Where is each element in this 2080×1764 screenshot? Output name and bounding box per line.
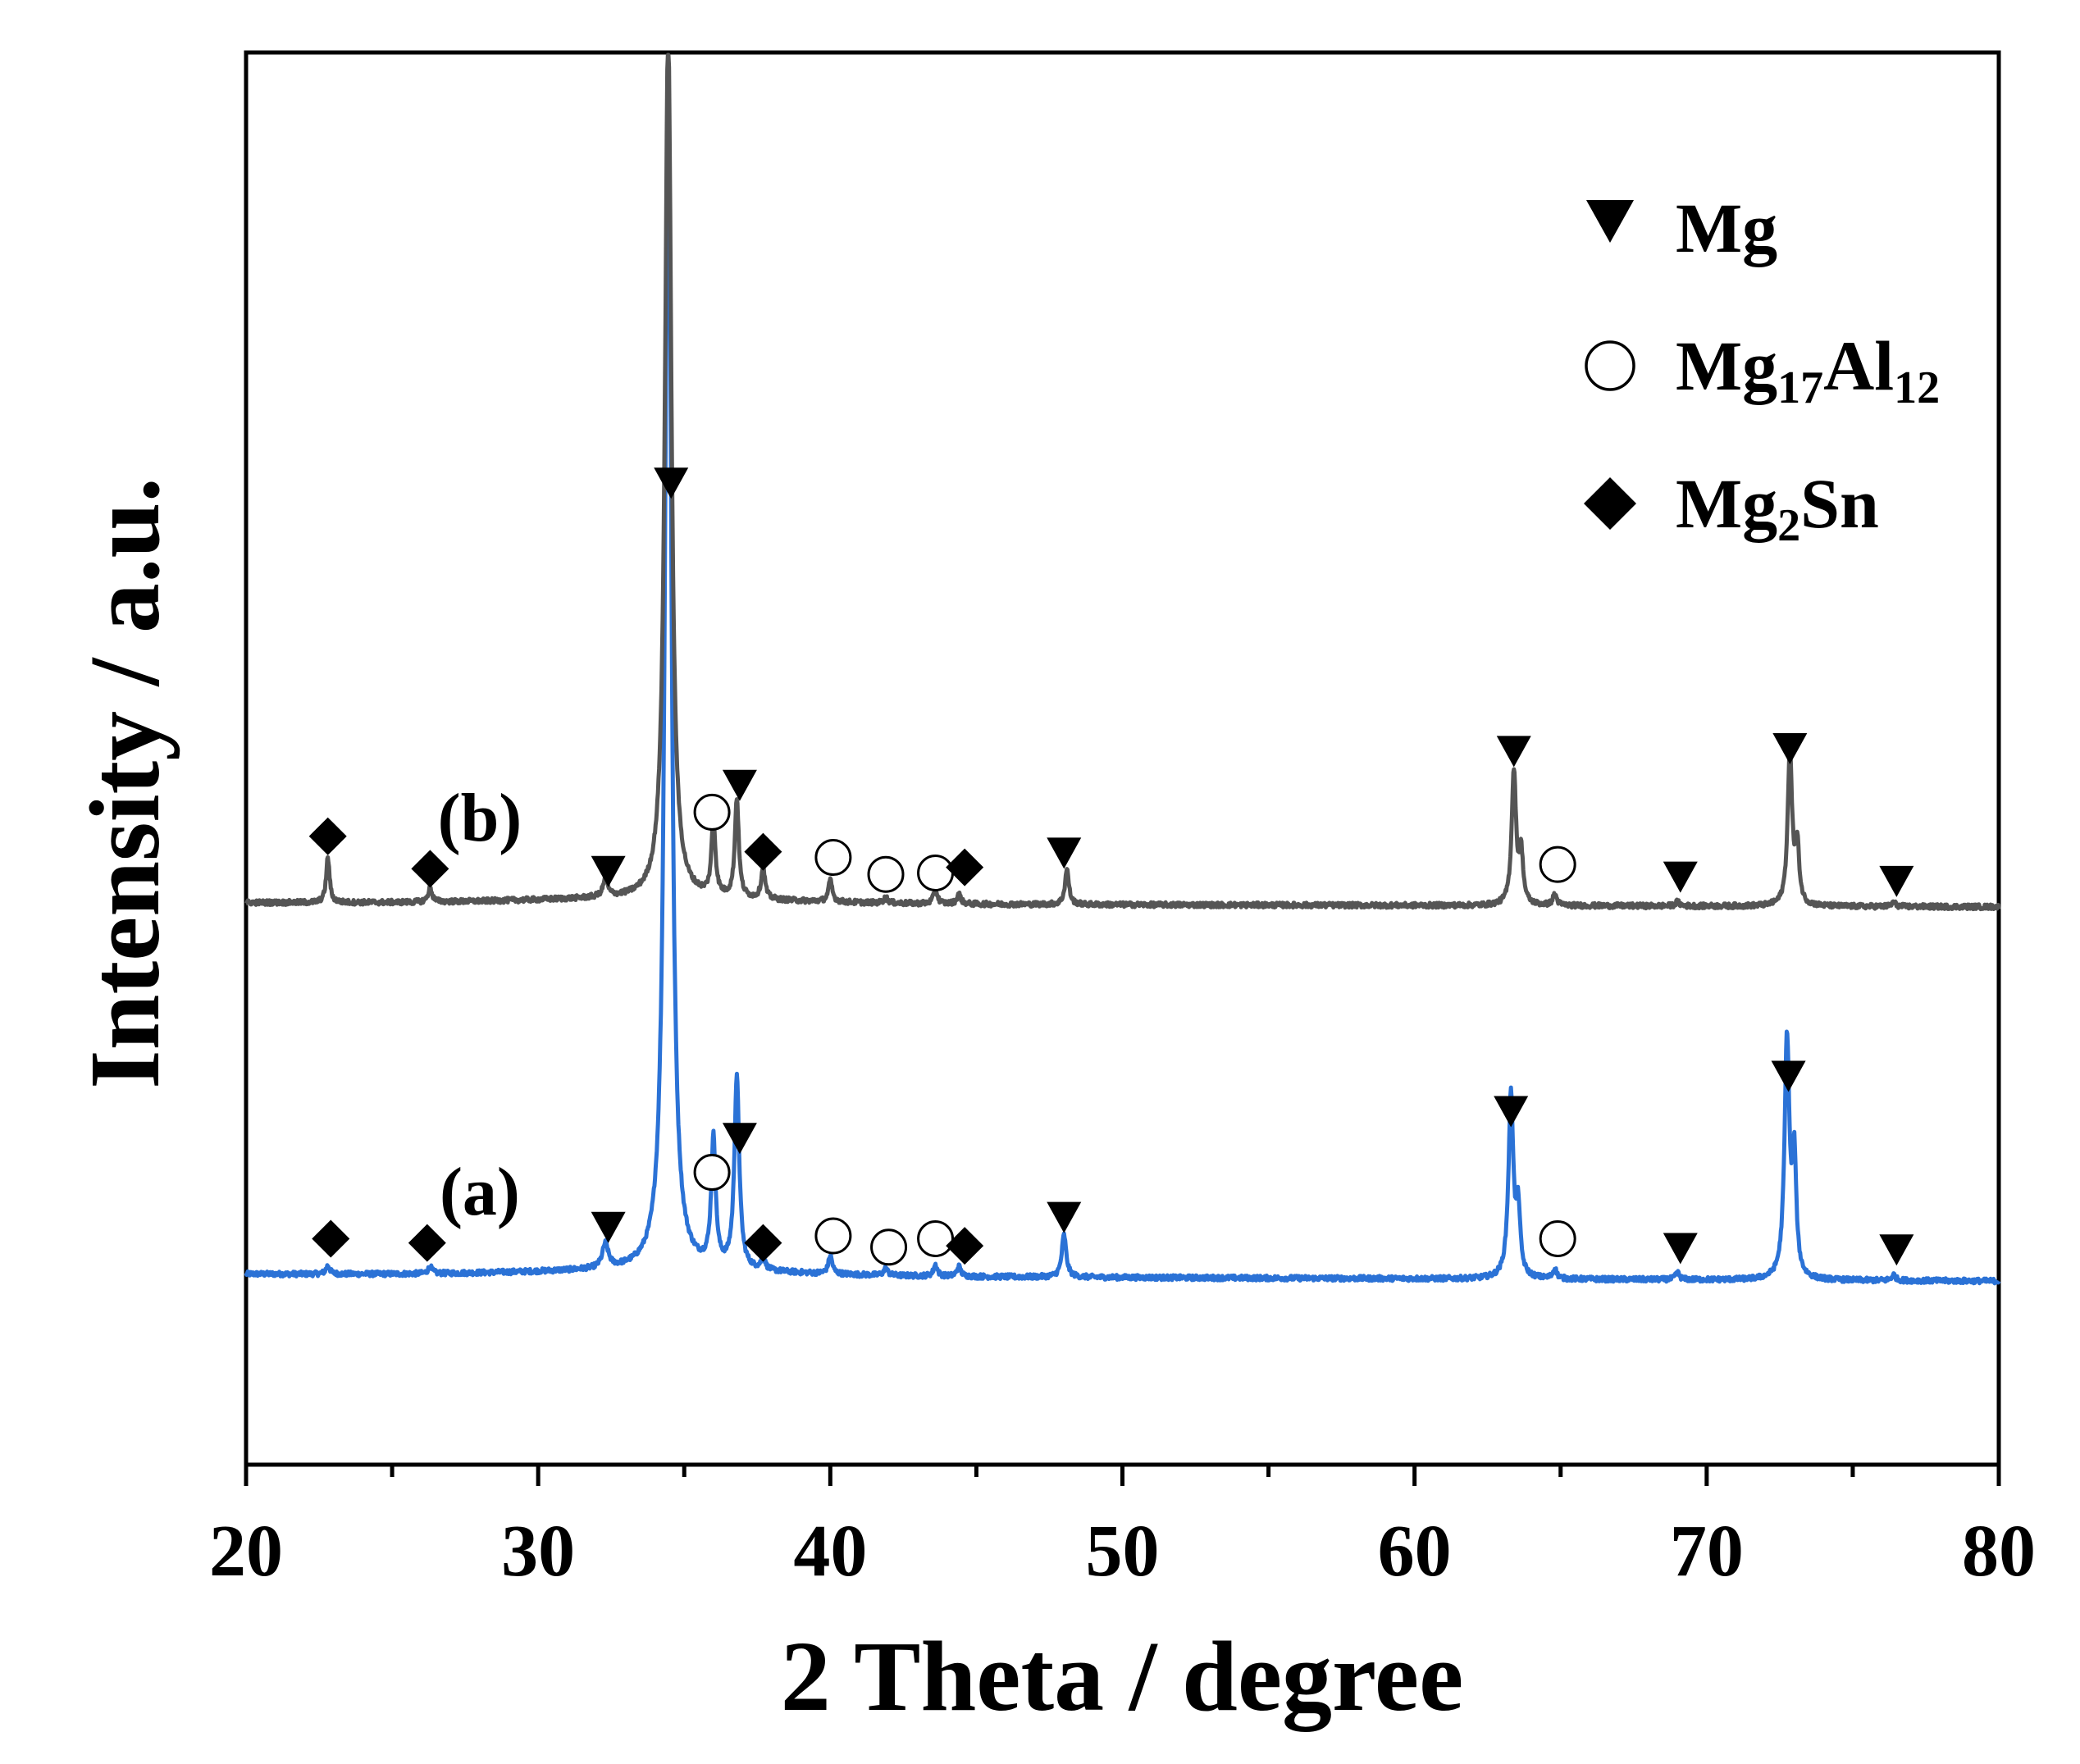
legend-mg17al12-sub2: 12 [1894, 362, 1940, 413]
peak-marker-down-triangle-icon [591, 1211, 626, 1243]
peak-marker-diamond-icon [408, 1224, 446, 1262]
peak-marker-down-triangle-icon [722, 769, 757, 801]
peak-marker-down-triangle-icon [1496, 736, 1531, 768]
y-axis-title: Intensity / a.u. [70, 477, 180, 1089]
x-axis-title: 2 Theta / degree [781, 1621, 1463, 1732]
open-circle-icon [1585, 340, 1635, 391]
curve-label-layer: (a) (b) [438, 780, 522, 1230]
x-tick-label: 60 [1378, 1511, 1452, 1592]
peak-marker-open-circle-icon [693, 1154, 731, 1192]
legend-item-mg: Mg [1586, 189, 1777, 267]
legend-mg17al12-sub1: 17 [1777, 362, 1823, 413]
diamond-icon [1584, 477, 1636, 530]
legend-item-mg17al12: Mg17Al12 [1585, 326, 1940, 413]
legend-mg17al12-base1: Mg [1676, 326, 1777, 405]
peak-marker-down-triangle-icon [1772, 732, 1808, 764]
peak-marker-down-triangle-icon [1494, 1096, 1529, 1128]
x-axis-ticks [244, 1465, 2001, 1486]
legend-label-mg2sn: Mg2Sn [1676, 464, 1879, 551]
legend: Mg Mg17Al12 Mg2Sn [1584, 189, 1940, 551]
peak-marker-diamond-icon [308, 817, 347, 855]
peak-marker-open-circle-icon [917, 1219, 955, 1257]
x-tick-label: 80 [1962, 1511, 2036, 1592]
legend-mg2sn-base2: Sn [1800, 464, 1879, 543]
legend-mg2sn-base1: Mg [1676, 464, 1777, 543]
peak-marker-down-triangle-icon [1047, 837, 1082, 869]
x-tick-label: 20 [209, 1511, 283, 1592]
peak-marker-down-triangle-icon [1663, 861, 1698, 893]
legend-label-mg: Mg [1676, 189, 1777, 267]
peak-marker-down-triangle-icon [1771, 1060, 1806, 1092]
peak-marker-open-circle-icon [1539, 846, 1576, 883]
peak-marker-down-triangle-icon [1663, 1233, 1698, 1265]
peak-marker-layer [308, 467, 1914, 1266]
x-tick-label: 40 [793, 1511, 867, 1592]
peak-marker-open-circle-icon [693, 793, 731, 831]
peak-marker-down-triangle-icon [591, 855, 626, 887]
x-tick-label: 70 [1670, 1511, 1744, 1592]
series-line-b [244, 52, 2001, 912]
legend-mg17al12-base2: Al [1823, 326, 1894, 405]
legend-item-mg2sn: Mg2Sn [1584, 464, 1879, 551]
curve-label: (b) [438, 780, 522, 856]
peak-marker-open-circle-icon [917, 854, 955, 891]
peak-marker-open-circle-icon [867, 855, 905, 893]
peak-marker-open-circle-icon [814, 1217, 852, 1255]
x-tick-label: 50 [1086, 1511, 1160, 1592]
peak-marker-down-triangle-icon [654, 467, 689, 499]
peak-marker-diamond-icon [312, 1219, 350, 1258]
peak-marker-down-triangle-icon [722, 1123, 757, 1155]
legend-label-mg17al12: Mg17Al12 [1676, 326, 1940, 413]
peak-marker-open-circle-icon [814, 839, 852, 877]
legend-mg2sn-sub1: 2 [1777, 500, 1800, 551]
peak-marker-open-circle-icon [1539, 1219, 1576, 1257]
down-triangle-icon [1586, 200, 1634, 243]
peak-marker-down-triangle-icon [1879, 1234, 1914, 1266]
x-tick-label: 30 [501, 1511, 575, 1592]
peak-marker-diamond-icon [411, 850, 449, 888]
peak-marker-diamond-icon [744, 1224, 782, 1262]
series-layer [244, 52, 2001, 1286]
peak-marker-down-triangle-icon [1879, 865, 1914, 897]
series-line-a [244, 60, 2001, 1286]
peak-marker-diamond-icon [946, 848, 984, 887]
peak-marker-diamond-icon [744, 832, 782, 871]
x-axis-tick-labels: 20 30 40 50 60 70 80 [209, 1511, 2036, 1592]
curve-label: (a) [440, 1154, 520, 1230]
peak-marker-open-circle-icon [870, 1228, 908, 1266]
peak-marker-down-triangle-icon [1047, 1201, 1082, 1233]
peak-marker-diamond-icon [946, 1227, 984, 1265]
